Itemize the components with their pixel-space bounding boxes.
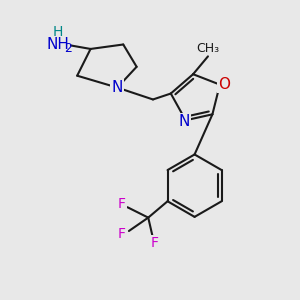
Text: N: N	[178, 114, 190, 129]
Text: H: H	[53, 25, 63, 39]
Text: NH: NH	[46, 37, 69, 52]
Text: F: F	[150, 236, 158, 250]
Text: F: F	[118, 227, 125, 241]
Text: N: N	[112, 80, 123, 95]
Text: 2: 2	[64, 42, 72, 55]
Text: O: O	[218, 77, 230, 92]
Text: F: F	[118, 197, 125, 211]
Text: CH₃: CH₃	[196, 42, 220, 55]
